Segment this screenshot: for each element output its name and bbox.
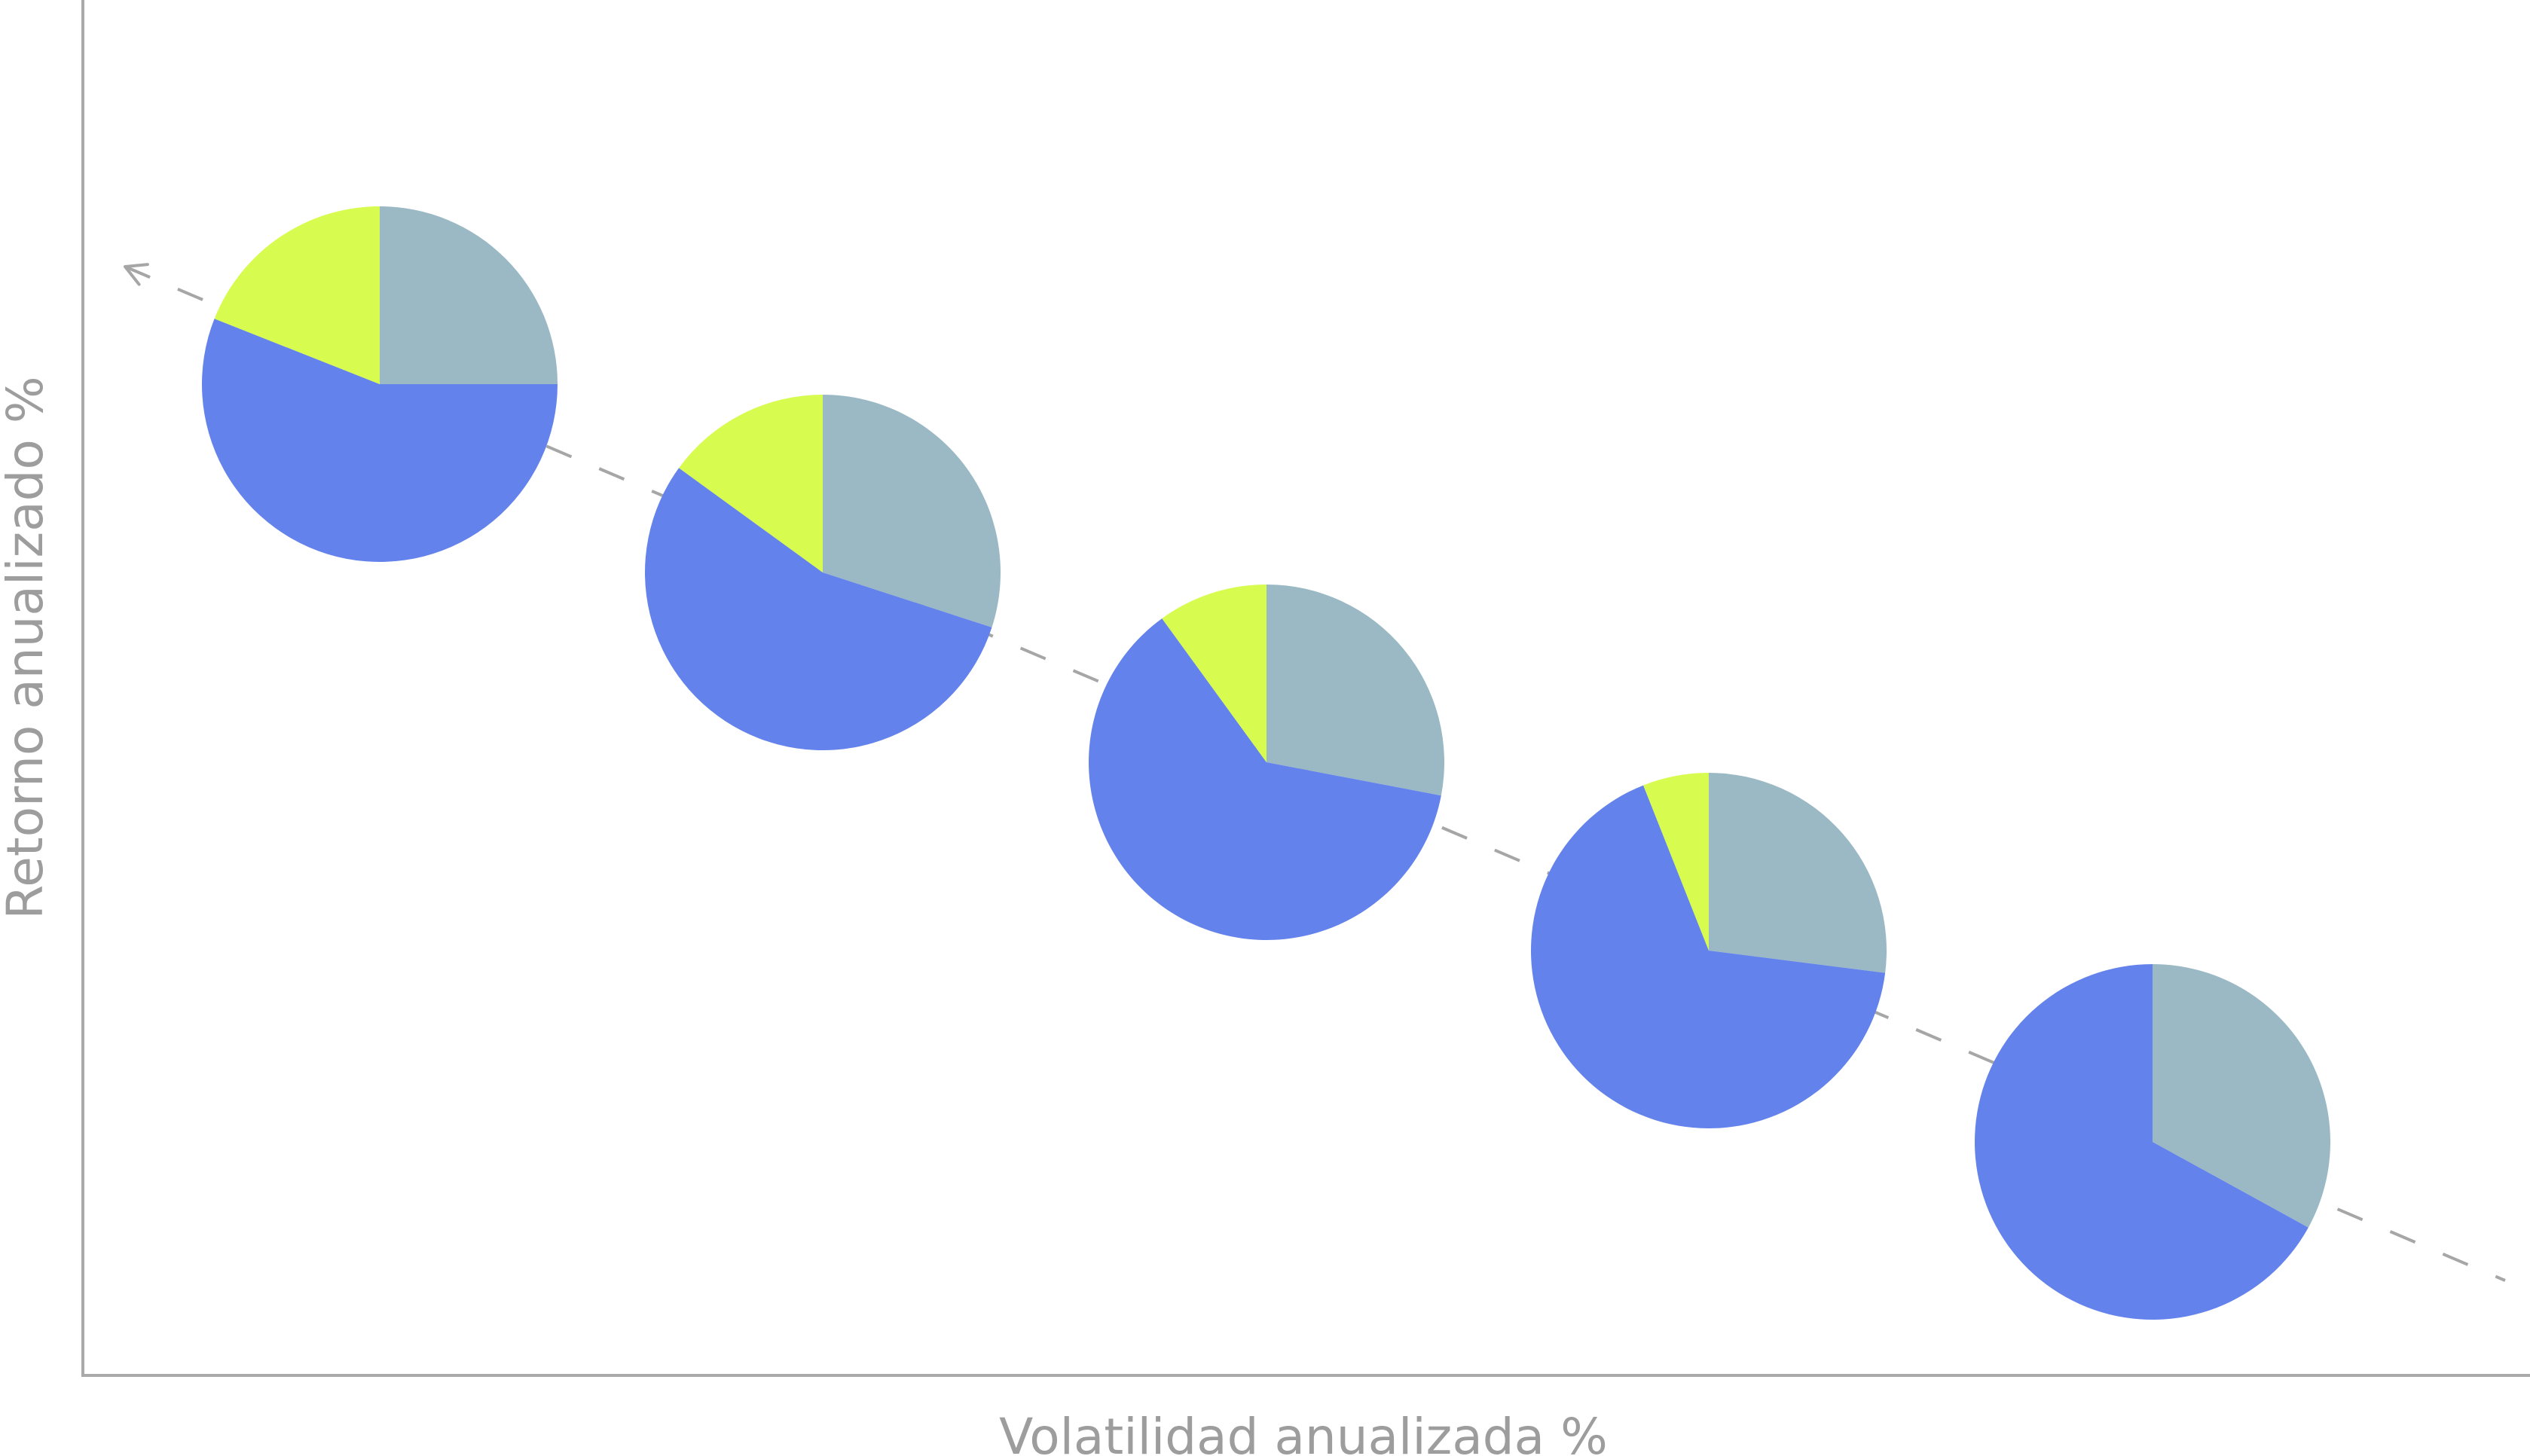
pie-1-slice-gray-blue — [380, 206, 558, 384]
pie-5-slice-blue — [1975, 964, 2308, 1320]
trend-arrow-icon — [124, 263, 149, 286]
pie-2-slice-lime — [679, 395, 823, 572]
pie-2-slice-gray-blue — [823, 395, 1001, 627]
pie-4-slice-blue — [1531, 785, 1886, 1128]
pie-4-slice-gray-blue — [1709, 773, 1887, 973]
pie-2-slice-blue — [645, 468, 992, 750]
pie-4-slice-lime — [1643, 773, 1709, 951]
pie-5-slice-gray-blue — [2153, 964, 2331, 1228]
pie-3-slice-lime — [1162, 585, 1267, 762]
x-axis-title: Volatilidad anualizada % — [999, 1408, 1608, 1456]
pie-1 — [202, 206, 558, 562]
pie-3-slice-gray-blue — [1267, 585, 1444, 796]
pies-group — [202, 206, 2331, 1320]
pie-1-slice-lime — [214, 206, 380, 384]
y-axis-title: Retorno anualizado % — [0, 376, 54, 919]
pie-2 — [645, 395, 1001, 750]
pie-3-slice-blue — [1088, 618, 1441, 940]
pie-3 — [1088, 585, 1444, 940]
pie-4 — [1531, 773, 1887, 1128]
pie-1-slice-blue — [202, 319, 558, 562]
pie-5 — [1975, 964, 2331, 1320]
